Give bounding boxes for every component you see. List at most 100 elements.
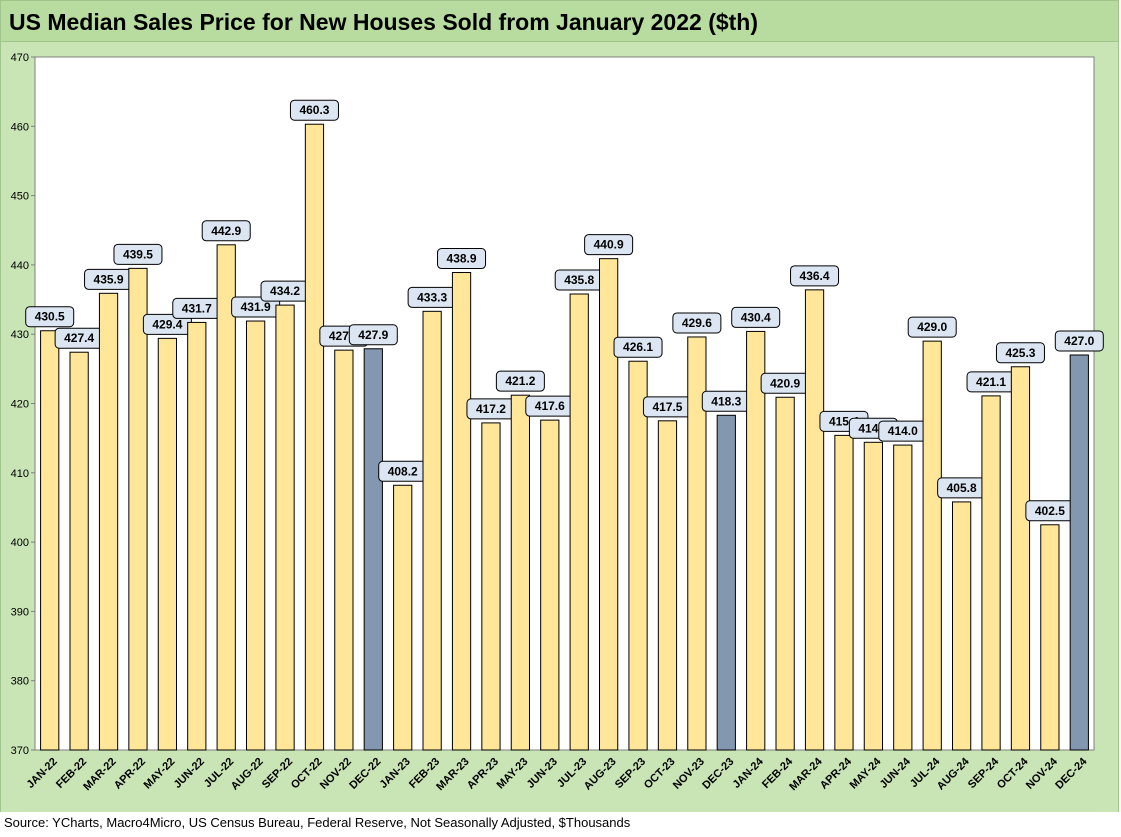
- x-tick-label: AUG-24: [935, 755, 973, 793]
- data-label-box: [201, 220, 251, 242]
- data-label: 442.9: [211, 224, 241, 238]
- data-label: 434.2: [270, 284, 300, 298]
- bar-mar-24: [804, 289, 825, 751]
- bar-nov-22: [334, 349, 354, 751]
- bar-apr-23: [481, 422, 501, 751]
- y-tick-label: 420: [11, 399, 29, 411]
- x-tick-label: AUG-22: [229, 756, 266, 793]
- data-label: 429.4: [152, 317, 182, 331]
- x-tick-label: JAN-24: [731, 755, 767, 791]
- data-label: 429.0: [917, 320, 947, 334]
- x-tick-label: NOV-22: [318, 756, 354, 792]
- bar-nov-24: [1040, 524, 1060, 751]
- data-label: 429.6: [682, 316, 712, 330]
- bar-sep-23: [628, 360, 648, 751]
- bar-feb-22: [69, 351, 89, 751]
- chart-title-bar: US Median Sales Price for New Houses Sol…: [0, 0, 1119, 42]
- x-tick-label: MAY-24: [848, 755, 884, 791]
- x-tick-label: APR-22: [112, 756, 148, 792]
- data-label: 418.3: [711, 394, 741, 408]
- data-label: 460.3: [299, 103, 329, 117]
- data-label: 431.9: [241, 300, 271, 314]
- data-label: 430.4: [741, 310, 771, 324]
- source-note: Source: YCharts, Macro4Micro, US Census …: [4, 815, 631, 830]
- x-tick-label: DEC-22: [347, 756, 383, 792]
- data-label-box: [613, 336, 663, 358]
- data-label: 439.5: [123, 247, 153, 261]
- data-label-box: [348, 324, 398, 346]
- bar-jun-24: [893, 444, 913, 751]
- data-label: 435.8: [564, 273, 594, 287]
- data-label: 414.0: [888, 424, 918, 438]
- data-label: 420.9: [770, 376, 800, 390]
- data-label-box: [113, 243, 163, 265]
- data-label-box: [672, 312, 722, 334]
- bar-jan-24: [746, 330, 766, 751]
- y-tick-label: 450: [11, 191, 29, 203]
- x-tick-label: SEP-22: [260, 756, 295, 791]
- x-tick-label: APR-24: [818, 755, 855, 792]
- chart-title: US Median Sales Price for New Houses Sol…: [9, 9, 759, 35]
- bar-jan-23: [393, 484, 413, 751]
- bar-nov-23: [687, 336, 707, 751]
- data-label: 421.1: [976, 375, 1006, 389]
- x-tick-label: DEC-24: [1053, 755, 1090, 792]
- data-label-box: [495, 370, 545, 392]
- data-label: 430.5: [35, 310, 65, 324]
- y-tick-label: 410: [11, 468, 29, 480]
- data-label: 402.5: [1035, 504, 1065, 518]
- y-tick-label: 370: [11, 745, 29, 757]
- bar-apr-24: [834, 434, 854, 751]
- y-tick-label: 460: [11, 121, 29, 133]
- data-label: 436.4: [800, 269, 830, 283]
- data-label: 427.4: [64, 331, 94, 345]
- bar-jun-22: [187, 321, 207, 751]
- y-tick-label: 380: [11, 676, 29, 688]
- data-label: 427.9: [358, 328, 388, 342]
- bar-jul-23: [569, 293, 589, 751]
- bar-jan-22: [40, 330, 60, 751]
- bar-apr-22: [128, 267, 148, 751]
- x-tick-label: MAY-22: [142, 756, 178, 792]
- bar-dec-22: [363, 348, 383, 751]
- y-tick-label: 470: [11, 52, 29, 64]
- data-label-box: [731, 306, 781, 328]
- data-label-box: [907, 316, 957, 338]
- bar-may-22: [157, 337, 177, 751]
- data-label: 417.2: [476, 402, 506, 416]
- x-tick-label: NOV-23: [671, 756, 707, 792]
- x-tick-label: JUN-22: [172, 756, 207, 791]
- bar-aug-24: [952, 501, 972, 751]
- y-tick-label: 430: [11, 329, 29, 341]
- bar-jul-24: [922, 340, 942, 751]
- bar-feb-23: [422, 310, 442, 751]
- data-label: 425.3: [1005, 346, 1035, 360]
- chart-panel: 370 380 390 400 410 420 430 440 450 460 470 430.5 JA…: [0, 42, 1119, 812]
- bar-mar-22: [98, 292, 119, 751]
- bar-chart: 370 380 390 400 410 420 430 440 450 460 470 430.5 JA…: [11, 52, 1104, 793]
- y-tick-label: 390: [11, 606, 29, 618]
- x-tick-label: JUN-23: [525, 756, 560, 791]
- data-label: 433.3: [417, 290, 447, 304]
- x-tick-label: SEP-23: [613, 756, 648, 791]
- bar-jun-23: [540, 419, 560, 751]
- y-tick-label: 400: [11, 537, 29, 549]
- bar-jul-22: [216, 244, 236, 751]
- data-label-box: [584, 234, 634, 256]
- x-tick-label: AUG-23: [582, 756, 619, 793]
- data-label-box: [289, 99, 339, 121]
- bar-mar-23: [451, 272, 472, 751]
- data-label-box: [437, 248, 487, 270]
- bar-oct-22: [304, 123, 325, 751]
- bar-may-23: [510, 394, 530, 751]
- bar-may-24: [863, 441, 883, 751]
- bar-dec-24: [1069, 354, 1089, 751]
- x-tick-label: JUN-24: [878, 755, 914, 791]
- bar-aug-23: [599, 258, 619, 751]
- data-label: 440.9: [594, 238, 624, 252]
- x-tick-label: APR-23: [465, 756, 501, 792]
- x-tick-label: JAN-23: [378, 756, 413, 791]
- x-tick-label: MAR-24: [787, 755, 825, 793]
- bar-sep-24: [981, 395, 1001, 751]
- bar-dec-23: [716, 414, 736, 751]
